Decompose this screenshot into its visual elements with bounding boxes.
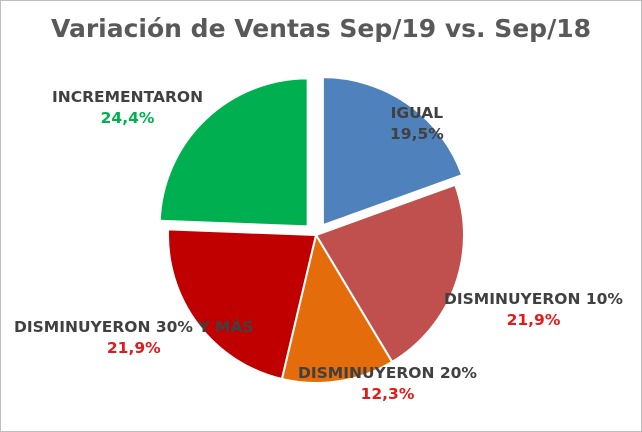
- slice-value: 12,3%: [360, 385, 415, 403]
- slice-value: 24,4%: [100, 109, 155, 127]
- slice-label-igual: IGUAL 19,5%: [390, 103, 444, 145]
- chart-title: Variación de Ventas Sep/19 vs. Sep/18: [50, 14, 591, 43]
- slice-name: IGUAL: [390, 104, 444, 122]
- slice-name: INCREMENTARON: [52, 88, 204, 106]
- slice-name: DISMINUYERON 30% Y MÁS: [14, 318, 254, 336]
- slice-value: 21,9%: [506, 311, 561, 329]
- slice-name: DISMINUYERON 10%: [444, 290, 623, 308]
- slice-value: 21,9%: [106, 339, 161, 357]
- slice-label-disminuyeron-20: DISMINUYERON 20% 12,3%: [298, 363, 477, 405]
- pie-slice-4: [158, 77, 309, 228]
- slice-name: DISMINUYERON 20%: [298, 364, 477, 382]
- pie-slice-1: [314, 183, 465, 364]
- slice-label-disminuyeron-10: DISMINUYERON 10% 21,9%: [444, 289, 623, 331]
- slice-value: 19,5%: [390, 125, 444, 143]
- pie-slice-3: [167, 228, 318, 381]
- slice-label-incrementaron: INCREMENTARON 24,4%: [52, 87, 203, 129]
- slice-label-disminuyeron-30-y-mas: DISMINUYERON 30% Y MÁS 21,9%: [14, 317, 254, 359]
- pie-slice-2: [280, 232, 394, 384]
- pie-slice-0: [321, 76, 464, 227]
